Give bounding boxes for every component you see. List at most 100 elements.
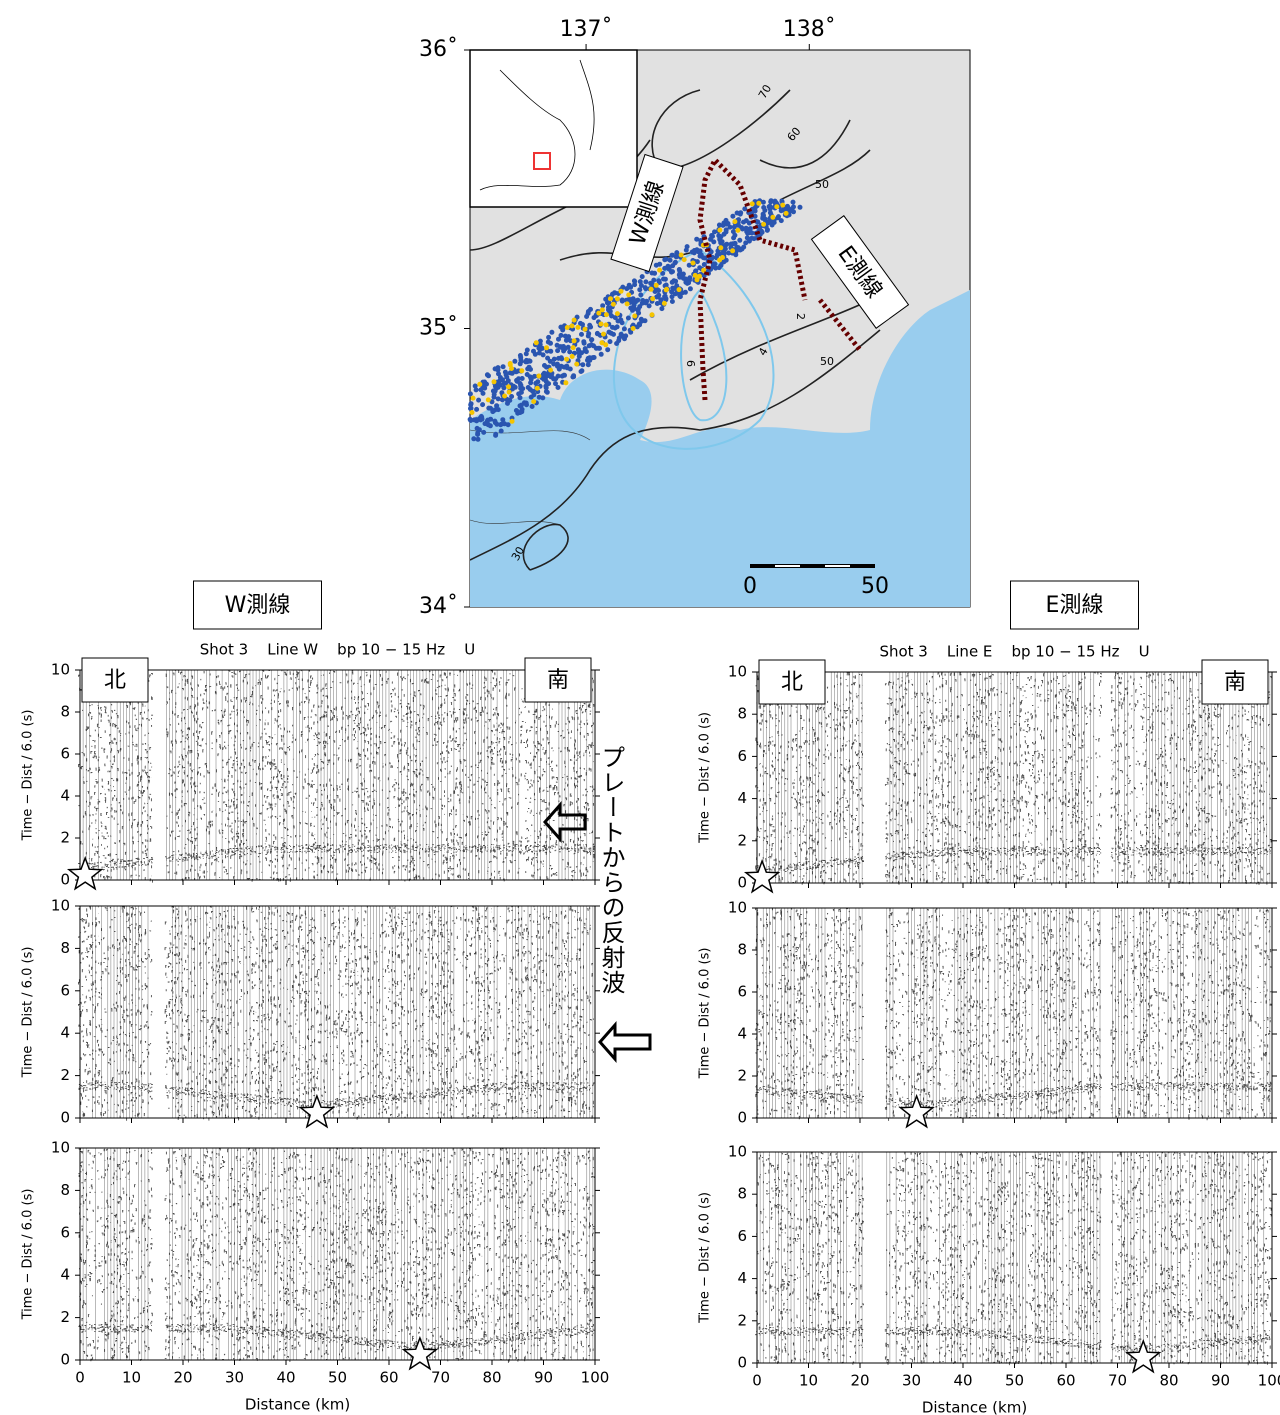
x-tick-label: 40 xyxy=(953,1372,972,1390)
y-axis-label: Time − Dist / 6.0 (s) xyxy=(21,947,36,1079)
y-tick-label: 2 xyxy=(60,1308,70,1326)
y-axis-label: Time − Dist / 6.0 (s) xyxy=(698,1192,713,1324)
y-tick-label: 0 xyxy=(737,1109,747,1127)
section-title: Shot 3 Line W bp 10 − 15 Hz U xyxy=(200,641,475,659)
page: W測線 E測線 70 60 50 50 30 2 4 6 137˚138˚36˚… xyxy=(0,0,1280,1415)
x-tick-label: 30 xyxy=(225,1369,244,1387)
scale-label: 0 xyxy=(743,574,757,599)
y-tick-label: 0 xyxy=(737,874,747,892)
y-tick-label: 10 xyxy=(51,1139,70,1157)
y-tick-label: 4 xyxy=(737,789,747,807)
x-tick-label: 50 xyxy=(1005,1372,1024,1390)
y-tick-label: 4 xyxy=(60,1024,70,1042)
y-tick-label: 4 xyxy=(737,1025,747,1043)
panel-frame xyxy=(80,670,595,880)
y-tick-label: 0 xyxy=(737,1354,747,1372)
x-tick-label: 20 xyxy=(173,1369,192,1387)
x-tick-label: 70 xyxy=(1108,1372,1127,1390)
y-tick-label: 10 xyxy=(728,899,747,917)
y-tick-label: 0 xyxy=(60,1109,70,1127)
x-tick-label: 80 xyxy=(482,1369,501,1387)
lat-tick-label: 34˚ xyxy=(419,594,458,619)
y-tick-label: 10 xyxy=(728,663,747,681)
y-tick-label: 2 xyxy=(60,829,70,847)
y-tick-label: 0 xyxy=(60,871,70,889)
x-tick-label: 80 xyxy=(1159,1372,1178,1390)
section-label: W測線 xyxy=(225,593,291,618)
y-tick-label: 8 xyxy=(60,703,70,721)
x-tick-label: 50 xyxy=(328,1369,347,1387)
y-tick-label: 10 xyxy=(51,661,70,679)
y-tick-label: 8 xyxy=(737,941,747,959)
trace-wiggles xyxy=(79,906,595,1121)
contour-label: 2 xyxy=(794,313,807,320)
x-tick-label: 90 xyxy=(1211,1372,1230,1390)
contour-label: 50 xyxy=(820,355,834,368)
y-tick-label: 6 xyxy=(60,745,70,763)
x-tick-label: 10 xyxy=(122,1369,141,1387)
trace-lines xyxy=(83,670,593,880)
shot-star xyxy=(1127,1341,1159,1372)
y-axis-label: Time − Dist / 6.0 (s) xyxy=(21,710,36,842)
y-tick-label: 2 xyxy=(737,1311,747,1329)
south-label: 南 xyxy=(547,668,569,693)
panel-frame xyxy=(757,1152,1272,1363)
trace-wiggles xyxy=(755,1152,1271,1365)
y-tick-label: 8 xyxy=(737,705,747,723)
inset-map xyxy=(470,50,637,207)
lon-tick-label: 137˚ xyxy=(560,17,613,42)
x-tick-label: 40 xyxy=(276,1369,295,1387)
y-axis-label: Time − Dist / 6.0 (s) xyxy=(21,1189,36,1321)
y-tick-label: 6 xyxy=(737,983,747,1001)
y-tick-label: 8 xyxy=(737,1185,747,1203)
map: W測線 E測線 xyxy=(468,50,970,607)
shot-star xyxy=(746,861,778,892)
y-tick-label: 8 xyxy=(60,1181,70,1199)
north-label: 北 xyxy=(104,668,126,693)
x-tick-label: 70 xyxy=(431,1369,450,1387)
y-axis-label: Time − Dist / 6.0 (s) xyxy=(698,712,713,844)
y-tick-label: 8 xyxy=(60,939,70,957)
y-tick-label: 4 xyxy=(60,787,70,805)
contour-label: 50 xyxy=(815,178,829,191)
y-tick-label: 10 xyxy=(728,1143,747,1161)
annotation: プレートからの反射波 xyxy=(596,745,626,995)
x-tick-label: 90 xyxy=(534,1369,553,1387)
x-axis-label: Distance (km) xyxy=(245,1396,350,1414)
y-tick-label: 4 xyxy=(737,1269,747,1287)
figure: W測線 E測線 70 60 50 50 30 2 4 6 137˚138˚36˚… xyxy=(0,0,1280,1415)
x-tick-label: 100 xyxy=(581,1369,610,1387)
arrow xyxy=(600,1025,650,1059)
y-tick-label: 2 xyxy=(737,831,747,849)
x-tick-label: 10 xyxy=(799,1372,818,1390)
x-tick-label: 0 xyxy=(75,1369,85,1387)
y-tick-label: 2 xyxy=(737,1067,747,1085)
y-tick-label: 2 xyxy=(60,1066,70,1084)
section-title: Shot 3 Line E bp 10 − 15 Hz U xyxy=(879,643,1149,661)
north-label: 北 xyxy=(781,670,803,695)
south-label: 南 xyxy=(1224,670,1246,695)
x-tick-label: 100 xyxy=(1258,1372,1280,1390)
y-axis-label: Time − Dist / 6.0 (s) xyxy=(698,948,713,1080)
contour-label: 6 xyxy=(684,360,697,367)
y-tick-label: 4 xyxy=(60,1266,70,1284)
y-tick-label: 6 xyxy=(737,1227,747,1245)
x-tick-label: 60 xyxy=(1056,1372,1075,1390)
shot-star xyxy=(404,1338,436,1369)
x-tick-label: 60 xyxy=(379,1369,398,1387)
y-tick-label: 0 xyxy=(60,1351,70,1369)
trace-lines xyxy=(763,908,1270,1118)
lat-tick-label: 35˚ xyxy=(419,316,458,341)
x-tick-label: 0 xyxy=(752,1372,762,1390)
shot-star xyxy=(69,858,101,889)
y-tick-label: 6 xyxy=(60,981,70,999)
x-tick-label: 20 xyxy=(850,1372,869,1390)
lat-tick-label: 36˚ xyxy=(419,37,458,62)
x-tick-label: 30 xyxy=(902,1372,921,1390)
x-axis-label: Distance (km) xyxy=(922,1399,1027,1415)
y-tick-label: 10 xyxy=(51,897,70,915)
y-tick-label: 6 xyxy=(737,747,747,765)
section-label: E測線 xyxy=(1046,593,1104,618)
scale-label: 50 xyxy=(861,574,889,599)
lon-tick-label: 138˚ xyxy=(783,17,836,42)
